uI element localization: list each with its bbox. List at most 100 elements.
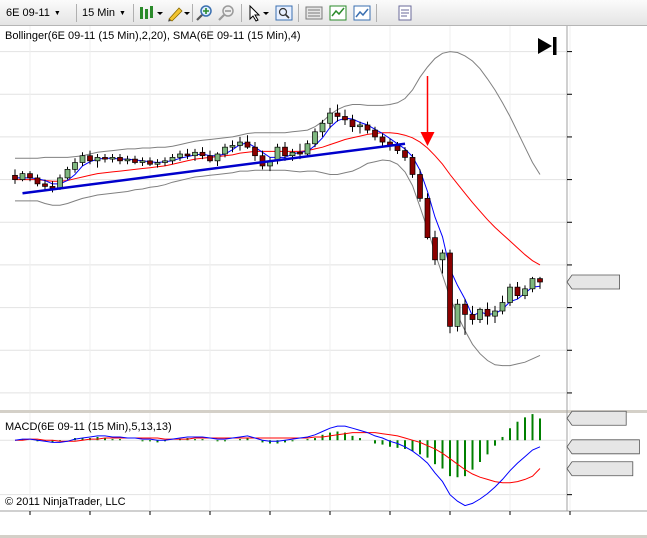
chart-area[interactable]: Bollinger(6E 09-11 (15 Min),2,20), SMA(6… — [0, 26, 647, 535]
candle-up — [162, 160, 168, 163]
candle-up — [312, 131, 318, 145]
candle-down — [87, 155, 93, 162]
strategies-icon — [353, 5, 371, 21]
zoom-in-button[interactable] — [195, 3, 215, 23]
candle-up — [154, 162, 161, 165]
candle-down — [432, 237, 438, 261]
candle-up — [169, 157, 176, 162]
cursor-icon — [249, 4, 269, 22]
candle-up — [109, 157, 116, 160]
candle-up — [499, 302, 506, 312]
candle-down — [349, 119, 356, 128]
candle-down — [42, 183, 48, 187]
candle-down — [184, 153, 191, 157]
axis-value-markers — [566, 274, 640, 477]
zoom-out-icon — [218, 5, 234, 21]
candle-down — [342, 116, 348, 121]
candle-up — [304, 143, 311, 155]
chevron-down-icon: ▼ — [119, 9, 126, 17]
candle-down — [447, 252, 453, 327]
indicators-button[interactable] — [328, 3, 348, 23]
toolbar-separator — [76, 4, 77, 22]
bollinger-upper-band — [15, 51, 541, 175]
instrument-selector[interactable]: 6E 09-11 ▼ — [6, 3, 61, 23]
candle-down — [372, 129, 378, 138]
candle-down — [132, 158, 138, 163]
copyright-text: © 2011 NinjaTrader, LLC — [5, 496, 126, 508]
candle-down — [424, 198, 431, 238]
candle-down — [379, 136, 386, 143]
zoom-out-button[interactable] — [217, 3, 237, 23]
candle-up — [439, 252, 446, 261]
toolbar-separator — [241, 4, 242, 22]
drawing-objects — [22, 76, 435, 195]
candle-up — [64, 169, 71, 179]
toolbar-separator — [298, 4, 299, 22]
candle-down — [402, 150, 408, 158]
macd-line — [14, 425, 541, 507]
candle-up — [492, 310, 498, 317]
chart-canvas[interactable]: Bollinger(6E 09-11 (15 Min),2,20), SMA(6… — [0, 26, 647, 535]
pane-splitter[interactable] — [0, 410, 647, 413]
candle-down — [34, 177, 41, 185]
draw-tool-button[interactable] — [166, 3, 190, 23]
candle-up — [529, 278, 536, 290]
candle-up — [327, 112, 333, 124]
properties-icon — [305, 6, 323, 20]
bar-type-button[interactable] — [138, 3, 164, 23]
candle-up — [57, 177, 63, 189]
candle-up — [357, 124, 363, 128]
bar-type-icon — [140, 6, 163, 19]
data-box-button[interactable] — [396, 3, 414, 23]
candle-down — [514, 286, 521, 297]
draw-pencil-icon — [168, 7, 190, 22]
candle-down — [297, 151, 303, 155]
toolbar-separator — [133, 4, 134, 22]
candle-up — [94, 157, 101, 162]
cursor-button[interactable] — [246, 3, 272, 23]
candle-up — [177, 153, 183, 158]
candle-up — [192, 151, 198, 157]
candlesticks — [12, 104, 543, 335]
properties-button[interactable] — [304, 3, 324, 23]
interval-label: 15 Min — [82, 7, 116, 19]
strategies-button[interactable] — [352, 3, 372, 23]
toolbar-separator — [192, 4, 193, 22]
time-axis-ticks — [29, 511, 571, 515]
macd-avg-value-marker-box — [566, 461, 634, 477]
candle-down — [252, 146, 258, 157]
instrument-label: 6E 09-11 — [6, 7, 50, 19]
y-axis-area — [567, 26, 647, 511]
candle-up — [214, 153, 221, 162]
candle-down — [102, 157, 108, 160]
candle-down — [244, 141, 251, 148]
candle-down — [207, 155, 213, 162]
chevron-down-icon: ▼ — [53, 9, 61, 17]
arrow-head — [420, 132, 435, 147]
candle-up — [124, 158, 131, 162]
candle-up — [222, 146, 228, 155]
price-pane — [0, 26, 567, 410]
zoom-in-icon — [196, 5, 212, 21]
magnify-icon — [275, 5, 293, 21]
interval-selector[interactable]: 15 Min ▼ — [82, 3, 126, 23]
candle-down — [469, 314, 476, 320]
play-end-icon[interactable] — [538, 37, 557, 55]
indicators-icon — [329, 5, 347, 21]
candle-up — [454, 303, 461, 327]
price-axis-ticks — [567, 51, 572, 394]
candle-down — [537, 278, 543, 283]
candle-up — [289, 151, 296, 157]
candle-down — [364, 124, 371, 131]
macd-series — [14, 414, 541, 507]
magnify-button[interactable] — [274, 3, 294, 23]
candle-up — [139, 160, 146, 163]
macd-line-value-marker-box — [566, 439, 640, 455]
candle-up — [72, 162, 78, 170]
candle-down — [147, 160, 153, 165]
candle-up — [522, 288, 528, 297]
chart-toolbar: 6E 09-11 ▼ 15 Min ▼ — [0, 0, 647, 26]
data-box-icon — [398, 5, 412, 21]
candle-up — [79, 155, 86, 163]
candle-down — [462, 303, 468, 315]
